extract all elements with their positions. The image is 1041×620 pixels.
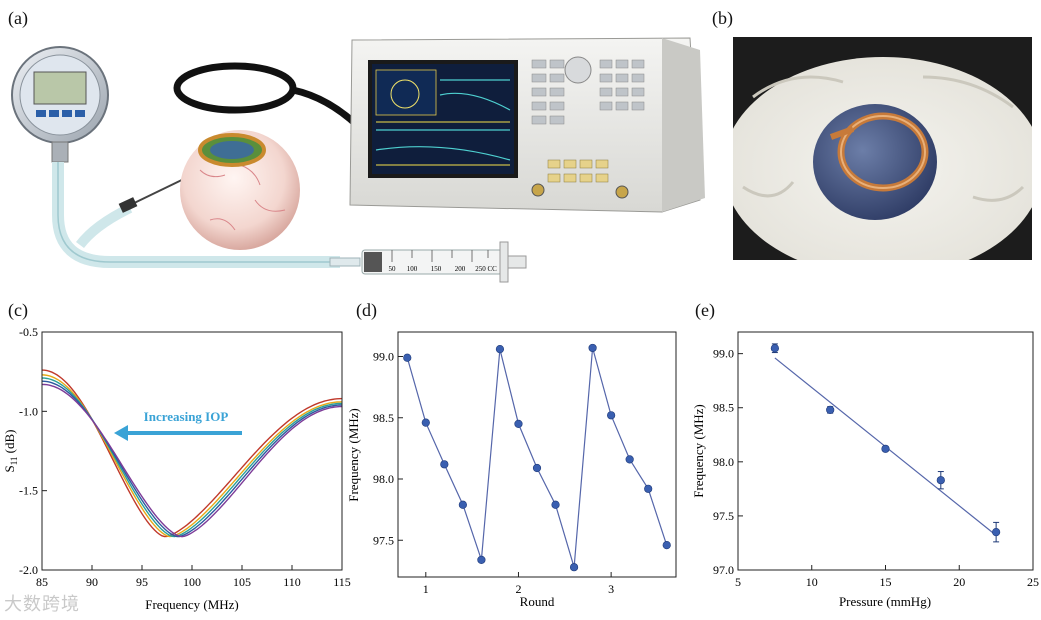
s11-curve: [41, 383, 342, 538]
x-tick-label: 110: [283, 575, 301, 589]
x-tick-label: 1: [423, 582, 429, 596]
y-axis-label: Frequency (MHz): [346, 408, 361, 502]
s11-curve: [41, 369, 343, 538]
s11-curve: [41, 380, 342, 538]
y-axis-label: Frequency (MHz): [691, 404, 706, 498]
x-tick-label: 10: [806, 575, 818, 589]
syringe-mark-100: 100: [407, 265, 418, 273]
network-analyzer: [349, 37, 705, 213]
x-tick-label: 20: [953, 575, 965, 589]
x-axis-label: Pressure (mmHg): [839, 594, 931, 609]
data-point: [421, 418, 430, 427]
data-point: [514, 419, 523, 428]
y-tick-label: -2.0: [19, 563, 38, 577]
data-point: [881, 444, 890, 453]
data-point: [440, 460, 449, 469]
data-point: [644, 484, 653, 493]
plot-frame: [41, 331, 343, 571]
x-axis-label: Round: [520, 594, 555, 609]
eye-photo: [733, 37, 1032, 260]
data-point: [477, 555, 486, 564]
syringe-mark-200: 200: [455, 265, 466, 273]
data-point: [458, 500, 467, 509]
y-tick-label: -0.5: [19, 325, 38, 339]
eyeball-icon: [180, 130, 300, 250]
data-point: [403, 353, 412, 362]
data-point: [495, 345, 505, 354]
data-point: [607, 411, 616, 420]
x-tick-label: 2: [515, 582, 521, 596]
y-label-rest: (dB): [2, 430, 17, 457]
panel-label-d: (d): [356, 300, 377, 320]
panel-label-a: (a): [8, 8, 28, 28]
data-point: [532, 463, 542, 473]
data-point: [936, 476, 945, 485]
data-point: [625, 455, 634, 464]
y-axis-label: S11 (dB): [2, 430, 19, 473]
y-tick-label: 98.5: [373, 411, 394, 425]
x-tick-label: 85: [36, 575, 48, 589]
x-tick-label: 100: [183, 575, 201, 589]
data-point: [770, 344, 779, 353]
syringe-icon: 50 100 150 200 250 CC: [329, 241, 527, 283]
annotation-label: Increasing IOP: [144, 409, 229, 424]
x-tick-label: 5: [735, 575, 741, 589]
x-tick-label: 90: [86, 575, 98, 589]
y-tick-label: -1.0: [19, 404, 38, 418]
x-tick-label: 115: [333, 575, 351, 589]
y-tick-label: 97.0: [713, 563, 734, 577]
y-tick-label: 99.0: [713, 347, 734, 361]
syringe-mark-50: 50: [389, 265, 397, 273]
y-tick-label: 98.0: [713, 455, 734, 469]
x-axis-label: Frequency (MHz): [145, 597, 239, 612]
chart-rounds: 1 2 3 97.5 98.0 98.5 99.0 Round Frequency (MHz…: [346, 331, 677, 609]
y-tick-label: 99.0: [373, 350, 394, 364]
pressure-gauge: [11, 46, 109, 163]
y-tick-label: 97.5: [713, 509, 734, 523]
x-tick-label: 15: [880, 575, 892, 589]
watermark: 大数跨境: [4, 594, 80, 615]
y-tick-label: 97.5: [373, 533, 394, 547]
y-tick-label: 98.0: [373, 472, 394, 486]
annotation-arrowhead: [114, 425, 128, 441]
panel-label-b: (b): [712, 8, 733, 28]
x-tick-label: 3: [608, 582, 614, 596]
data-point: [551, 500, 560, 509]
s11-curve: [41, 377, 343, 538]
y-tick-label: 98.5: [713, 401, 734, 415]
y-label-main: S: [2, 465, 17, 472]
chart-s11: 85 90 95 100 105 110 115 -2.0 -1.5 -1.0 -0.5 Frequ…: [2, 325, 351, 612]
chart-pressure: 5 10 15 20 25 97.0 97.5 98.0 98.5 99.0 Pressure (…: [691, 331, 1039, 609]
data-point: [588, 343, 597, 353]
data-point: [992, 528, 1001, 537]
plot-frame: [397, 331, 677, 578]
y-tick-label: -1.5: [19, 484, 38, 498]
setup-illustration: 50 100 150 200 250 CC: [11, 37, 705, 283]
y-label-sub: 11: [9, 457, 19, 466]
data-point: [569, 563, 579, 572]
data-point: [826, 405, 835, 414]
x-tick-label: 105: [233, 575, 251, 589]
x-tick-label: 25: [1027, 575, 1039, 589]
s11-curve: [41, 374, 343, 538]
panel-label-e: (e): [695, 300, 715, 320]
panel-label-c: (c): [8, 300, 28, 320]
x-tick-label: 95: [136, 575, 148, 589]
syringe-mark-150: 150: [431, 265, 442, 273]
syringe-mark-250: 250 CC: [475, 265, 497, 273]
data-point: [662, 541, 671, 550]
